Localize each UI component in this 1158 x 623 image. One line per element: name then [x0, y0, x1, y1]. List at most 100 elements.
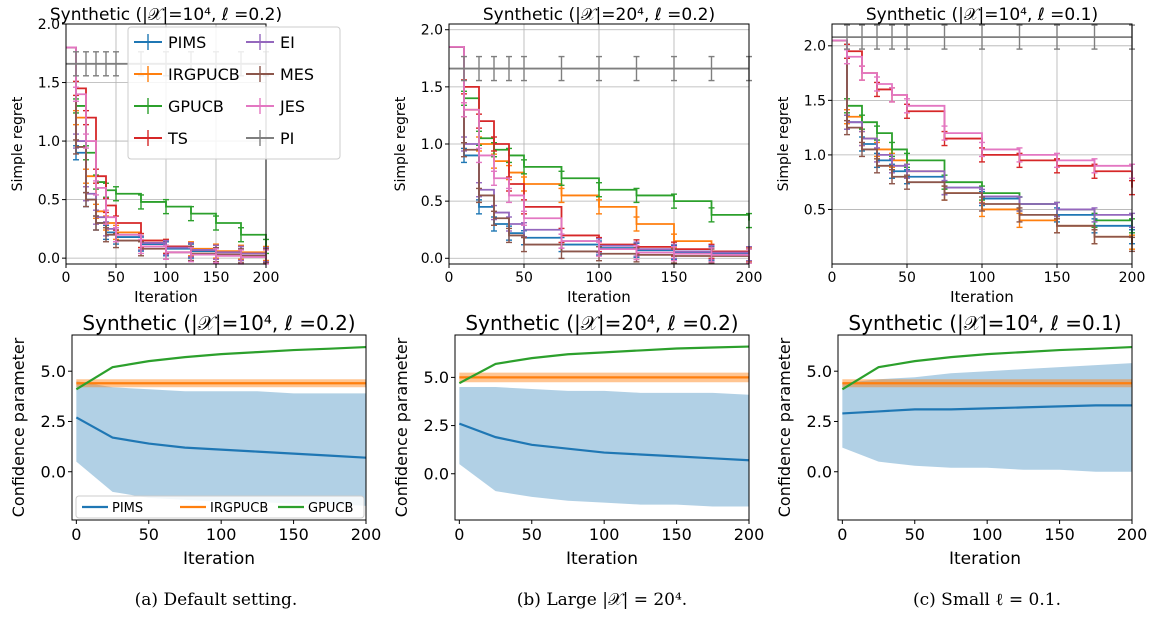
x-tick-label: 0 [62, 270, 71, 286]
y-tick-label: 1.5 [38, 75, 60, 91]
series-line-pims [458, 422, 750, 462]
legend-label: PI [280, 129, 294, 148]
y-axis-label: Simple regret [776, 96, 792, 191]
x-tick-label: 150 [1044, 525, 1075, 544]
y-tick-label: 0.0 [424, 464, 449, 483]
y-tick-label: 2.0 [38, 17, 60, 33]
chart-panel-5: 0 50 100 150 200 0.0 2.5 5.0 Synthetic (|𝒳|=20⁴,… [392, 311, 764, 569]
chart-title: Synthetic (|𝒳|=20⁴, ℓ =0.2) [465, 311, 738, 335]
x-tick-label: 150 [203, 270, 230, 286]
x-tick-label: 100 [969, 270, 996, 286]
y-axis-label: Confidence parameter [392, 337, 411, 517]
y-tick-label: 5.0 [424, 368, 449, 387]
x-tick-label: 0 [837, 525, 847, 544]
band-pims [76, 381, 367, 506]
axes-frame [837, 334, 1133, 521]
legend-label: JES [279, 97, 305, 116]
legend-label: PIMS [168, 33, 206, 52]
y-tick-label: 0.5 [804, 202, 826, 218]
x-tick-label: 50 [139, 525, 159, 544]
series-line-gpucb [841, 345, 1133, 391]
y-tick-label: 5.0 [807, 362, 832, 381]
x-tick-label: 50 [107, 270, 125, 286]
x-axis-label: Iteration [950, 288, 1014, 306]
legend-label: IRGPUCB [210, 501, 268, 516]
x-tick-label: 100 [153, 270, 180, 286]
legend-label: GPUCB [308, 501, 353, 516]
y-axis-label: Simple regret [10, 96, 26, 191]
x-tick-label: 150 [661, 270, 688, 286]
x-tick-label: 100 [586, 270, 613, 286]
x-axis-label: Iteration [566, 549, 638, 569]
y-tick-label: 2.0 [804, 39, 826, 55]
x-tick-label: 50 [522, 525, 542, 544]
series-line-pims [842, 404, 1132, 415]
x-axis-label: Iteration [183, 549, 255, 569]
y-tick-label: 1.0 [421, 137, 443, 153]
y-tick-label: 0.0 [41, 462, 66, 481]
chart-panel-6: 0 50 100 150 200 0.0 2.5 5.0 Synthetic (|𝒳|=10⁴,… [775, 311, 1147, 569]
y-tick-label: 1.5 [421, 80, 443, 96]
y-tick-label: 1.0 [38, 134, 60, 150]
chart-panel-2: 0 50 100 150 200 0.0 0.5 1.0 1.5 2.0 Synthetic (|𝒳… [393, 5, 762, 306]
y-axis-label: Confidence parameter [9, 337, 28, 517]
x-axis-label: Iteration [949, 549, 1021, 569]
series-line-jes [449, 45, 750, 256]
series-line-gpucb [458, 345, 750, 385]
band-pims [842, 363, 1132, 472]
y-axis-label: Simple regret [393, 96, 409, 191]
y-tick-label: 2.5 [424, 416, 449, 435]
chart-panel-3: 0 50 100 150 200 0.5 1.0 1.5 2.0 Synthetic (|𝒳|=1… [776, 5, 1145, 306]
x-axis-label: Iteration [134, 288, 198, 306]
band-pims [459, 387, 749, 507]
y-tick-label: 0.5 [421, 194, 443, 210]
x-tick-label: 0 [71, 525, 81, 544]
x-tick-label: 200 [736, 270, 763, 286]
y-tick-label: 1.5 [804, 93, 826, 109]
legend-label: TS [167, 129, 188, 148]
chart-panel-4: 0 50 100 150 200 0.0 2.5 5.0 Synthetic (|𝒳|=10⁴,… [9, 311, 381, 569]
y-tick-label: 0.0 [38, 251, 60, 267]
axes-frame [454, 334, 750, 521]
x-tick-label: 200 [253, 270, 280, 286]
x-tick-label: 0 [454, 525, 464, 544]
x-tick-label: 150 [1044, 270, 1071, 286]
y-tick-label: 1.0 [804, 148, 826, 164]
x-tick-label: 150 [278, 525, 309, 544]
y-tick-label: 5.0 [41, 362, 66, 381]
legend-box [127, 26, 341, 160]
x-tick-label: 100 [589, 525, 620, 544]
x-tick-label: 50 [905, 525, 925, 544]
x-tick-label: 200 [734, 525, 765, 544]
series-line-pims [75, 416, 367, 459]
x-axis-label: Iteration [567, 288, 631, 306]
x-tick-label: 150 [661, 525, 692, 544]
legend-regret: PIMS IRGPUCB GPUCB TS EI MES JES PI [127, 26, 341, 160]
x-tick-label: 0 [445, 270, 454, 286]
x-tick-label: 100 [206, 525, 237, 544]
legend-label: PIMS [112, 501, 143, 516]
series-line-gpucb [75, 345, 367, 391]
x-tick-label: 200 [351, 525, 382, 544]
chart-title: Synthetic (|𝒳|=10⁴, ℓ =0.1) [848, 311, 1121, 335]
y-tick-label: 2.0 [421, 23, 443, 39]
x-tick-label: 200 [1117, 525, 1148, 544]
subfigure-caption: (c) Small ℓ = 0.1. [913, 590, 1061, 610]
x-tick-label: 200 [1119, 270, 1146, 286]
legend-label: EI [280, 33, 295, 52]
legend-label: GPUCB [168, 97, 224, 116]
chart-title: Synthetic (|𝒳|=10⁴, ℓ =0.2) [50, 5, 282, 25]
y-tick-label: 2.5 [41, 412, 66, 431]
y-axis-label: Confidence parameter [775, 337, 794, 517]
y-tick-label: 2.5 [807, 412, 832, 431]
legend-box [75, 495, 365, 519]
subfigure-caption: (a) Default setting. [135, 590, 298, 610]
legend-confidence: PIMS IRGPUCB GPUCB [75, 495, 365, 519]
axes-frame [71, 334, 367, 521]
legend-label: IRGPUCB [168, 65, 240, 84]
x-tick-label: 50 [515, 270, 533, 286]
x-tick-label: 50 [898, 270, 916, 286]
chart-title: Synthetic (|𝒳|=20⁴, ℓ =0.2) [483, 5, 715, 25]
